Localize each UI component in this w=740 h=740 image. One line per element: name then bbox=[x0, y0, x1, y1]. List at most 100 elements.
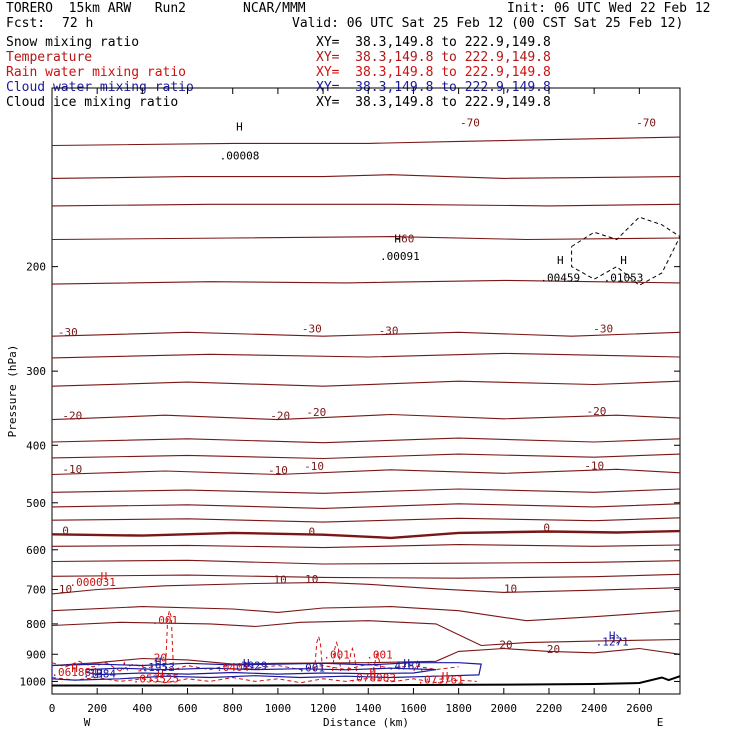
snow-contour-label: H bbox=[236, 121, 243, 134]
ice-contour-label: .01053 bbox=[604, 272, 644, 285]
y-tick-label: 500 bbox=[26, 497, 46, 510]
ice-contour-label: .00459 bbox=[540, 272, 580, 285]
temperature-contour-label: 20 bbox=[499, 638, 512, 651]
temperature-contour-label: 0 bbox=[543, 522, 550, 535]
temperature-contour bbox=[51, 136, 681, 147]
temperature-contour bbox=[51, 468, 681, 476]
cloud-water-contour-label: H bbox=[403, 657, 410, 670]
x-axis-title: Distance (km) bbox=[323, 716, 409, 729]
temperature-contour bbox=[51, 413, 681, 421]
cloud-water-contour-label: H bbox=[155, 655, 162, 668]
terrain-line bbox=[52, 675, 681, 687]
x-tick-label: 400 bbox=[132, 702, 152, 715]
cloud-water-contour-label: H bbox=[96, 668, 103, 681]
temperature-contour-label: -30 bbox=[379, 324, 399, 337]
y-tick-label: 200 bbox=[26, 261, 46, 274]
rain-contour-label: .0404 bbox=[216, 661, 249, 674]
legend-field-xy: XY= 38.3,149.8 to 222.9,149.8 bbox=[316, 50, 551, 65]
temperature-contour bbox=[51, 544, 681, 549]
x-tick-label: 2400 bbox=[581, 702, 608, 715]
temperature-contour bbox=[51, 236, 681, 241]
temperature-contour-label: 10 bbox=[59, 583, 72, 596]
temperature-contour bbox=[51, 279, 681, 285]
legend-field-xy: XY= 38.3,149.8 to 222.9,149.8 bbox=[316, 65, 551, 80]
rain-contour-label: .078983 bbox=[350, 671, 396, 684]
x-tick-label: 1400 bbox=[355, 702, 382, 715]
temperature-contour bbox=[51, 203, 681, 207]
rain-contour bbox=[413, 658, 423, 672]
snow-contour-label: .00008 bbox=[220, 150, 260, 163]
rain-contour-label: H bbox=[442, 670, 449, 683]
y-axis-title: Pressure (hPa) bbox=[6, 345, 19, 438]
temperature-contour-label: -60 bbox=[394, 232, 414, 245]
temperature-contour bbox=[51, 529, 681, 540]
temperature-contour bbox=[51, 503, 681, 509]
legend-field-xy: XY= 38.3,149.8 to 222.9,149.8 bbox=[316, 35, 551, 50]
rain-contour-label: .061884 bbox=[51, 666, 98, 679]
temperature-contour bbox=[51, 437, 681, 444]
y-tick-label: 800 bbox=[26, 618, 46, 631]
ice-contour-label: H bbox=[620, 254, 627, 267]
temperature-contour bbox=[51, 453, 681, 460]
rain-contour bbox=[347, 646, 357, 671]
temperature-contour bbox=[51, 573, 681, 579]
legend-field-xy: XY= 38.3,149.8 to 222.9,149.8 bbox=[316, 95, 551, 110]
x-tick-label: 800 bbox=[223, 702, 243, 715]
west-endpoint-label: W bbox=[84, 716, 91, 729]
y-tick-label: 900 bbox=[26, 648, 46, 661]
temperature-contour-label: -10 bbox=[584, 459, 604, 472]
x-tick-label: 1800 bbox=[445, 702, 472, 715]
temperature-contour bbox=[51, 488, 681, 494]
x-tick-label: 2200 bbox=[536, 702, 563, 715]
temperature-contour-label: -30 bbox=[302, 322, 322, 335]
rain-contour-label: .073761 bbox=[417, 673, 463, 686]
temperature-contour bbox=[51, 647, 681, 667]
rain-contour-label: H bbox=[369, 666, 376, 679]
rain-contour-label: .000031 bbox=[69, 576, 115, 589]
temperature-contour-label: 10 bbox=[274, 574, 287, 587]
institution: NCAR/MMM bbox=[243, 1, 306, 16]
rain-contour bbox=[164, 608, 174, 671]
rain-contour-label: 20 bbox=[154, 651, 167, 664]
rain-contour-label: H bbox=[101, 570, 108, 583]
cloud-water-contour-label: H bbox=[609, 630, 616, 643]
x-tick-label: 200 bbox=[87, 702, 107, 715]
valid-time: Valid: 06 UTC Sat 25 Feb 12 (00 CST Sat … bbox=[292, 16, 684, 31]
cloud-water-contour-label: .3929 bbox=[234, 660, 267, 673]
y-tick-label: 300 bbox=[26, 365, 46, 378]
rain-contour-label: H bbox=[71, 662, 78, 675]
y-tick-label: 700 bbox=[26, 584, 46, 597]
temperature-contour-label: 10 bbox=[504, 582, 517, 595]
rain-contour-label: .053525 bbox=[133, 673, 179, 686]
cloud-water-contour bbox=[611, 634, 623, 644]
rain-contour-label: .001 bbox=[152, 614, 179, 627]
temperature-contour bbox=[51, 174, 681, 179]
temperature-contour-label: -20 bbox=[270, 410, 290, 423]
x-tick-label: 0 bbox=[49, 702, 56, 715]
x-tick-label: 1000 bbox=[265, 702, 292, 715]
temperature-contour-label: -20 bbox=[62, 410, 82, 423]
init-time: Init: 06 UTC Wed 22 Feb 12 bbox=[507, 1, 711, 16]
x-tick-label: 1200 bbox=[310, 702, 337, 715]
temperature-contour-label: 20 bbox=[547, 643, 560, 656]
forecast-label: Fcst: bbox=[6, 16, 46, 31]
temperature-contour bbox=[51, 559, 681, 565]
rain-contour bbox=[372, 652, 382, 672]
cloud-water-contour bbox=[51, 662, 482, 681]
x-tick-label: 1600 bbox=[400, 702, 427, 715]
rain-contour-label: .001 bbox=[323, 649, 350, 662]
y-tick-label: 400 bbox=[26, 439, 46, 452]
temperature-contour bbox=[51, 606, 681, 622]
forecast-value: 72 h bbox=[62, 16, 94, 31]
temperature-contour-label: -20 bbox=[586, 405, 606, 418]
x-tick-label: 600 bbox=[178, 702, 198, 715]
cloud-water-contour-label: H bbox=[243, 657, 250, 670]
plot-frame bbox=[51, 87, 681, 695]
cloud-water-contour-label: .1384 bbox=[83, 668, 116, 681]
cloud-water-contour-label: .4787 bbox=[388, 660, 421, 673]
temperature-contour-label: -10 bbox=[268, 464, 288, 477]
ice-contour-label: H bbox=[394, 232, 401, 245]
legend-field-name: Cloud ice mixing ratio bbox=[6, 95, 179, 110]
temperature-contour-label: -20 bbox=[306, 406, 326, 419]
